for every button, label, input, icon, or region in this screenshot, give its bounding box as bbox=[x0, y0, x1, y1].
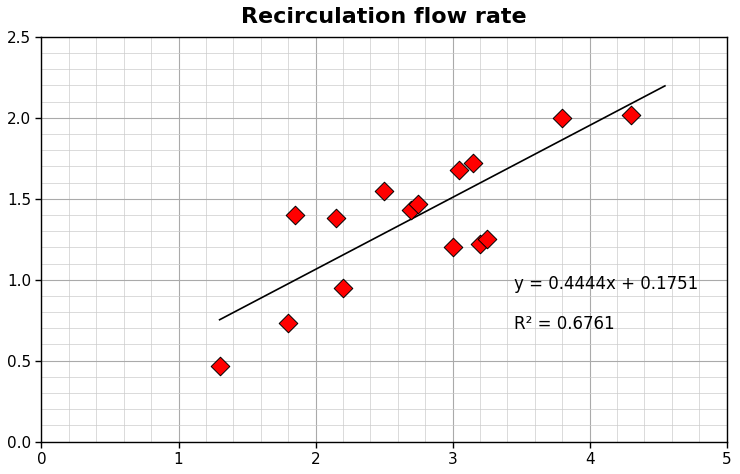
Point bbox=[447, 244, 459, 251]
Point bbox=[481, 236, 493, 243]
Point bbox=[214, 362, 226, 369]
Point bbox=[330, 214, 342, 222]
Point bbox=[556, 114, 568, 122]
Point bbox=[378, 187, 390, 194]
Point bbox=[412, 200, 424, 208]
Point bbox=[474, 240, 486, 248]
Point bbox=[282, 319, 294, 327]
Point bbox=[289, 211, 301, 219]
Point bbox=[337, 284, 349, 292]
Title: Recirculation flow rate: Recirculation flow rate bbox=[241, 7, 527, 27]
Text: y = 0.4444x + 0.1751: y = 0.4444x + 0.1751 bbox=[514, 274, 699, 292]
Point bbox=[467, 159, 479, 167]
Point bbox=[454, 166, 465, 173]
Point bbox=[406, 206, 417, 214]
Point bbox=[625, 111, 636, 118]
Text: R² = 0.6761: R² = 0.6761 bbox=[514, 315, 615, 333]
